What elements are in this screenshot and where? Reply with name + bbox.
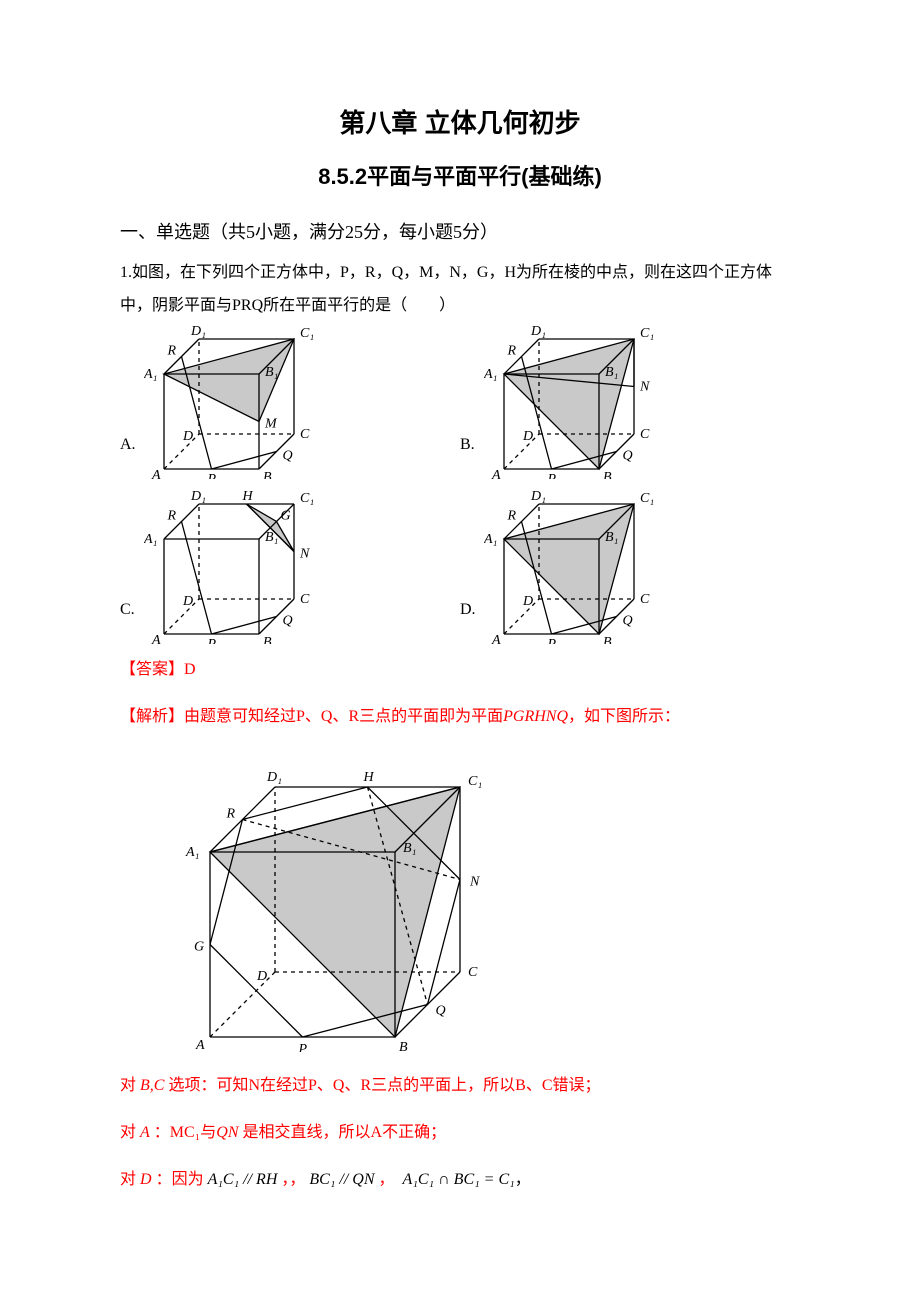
svg-text:M: M — [264, 417, 278, 432]
svg-text:H: H — [242, 489, 254, 504]
svg-text:C₁: C₁ — [640, 491, 654, 506]
svg-text:P: P — [207, 472, 217, 479]
svg-text:B: B — [603, 470, 612, 479]
svg-text:A₁: A₁ — [185, 845, 199, 860]
svg-text:B₁: B₁ — [605, 365, 618, 380]
svg-text:C: C — [300, 427, 310, 442]
svg-text:C: C — [640, 592, 650, 607]
svg-text:D₁: D₁ — [266, 770, 282, 785]
svg-text:Q: Q — [623, 449, 633, 464]
svg-text:A: A — [195, 1038, 205, 1052]
svg-text:A: A — [151, 633, 161, 644]
explain-figure: A B C D A₁ B₁ C₁ D₁ P Q R H N G — [180, 752, 800, 1052]
svg-text:A: A — [151, 468, 161, 479]
svg-text:D: D — [522, 594, 533, 609]
cube-figure-C: A B C D A₁ B₁ C₁ D₁ P Q R H G N — [144, 489, 314, 644]
cube-figure-B: A B C D A₁ B₁ C₁ D₁ P Q R N — [484, 324, 654, 479]
option-C: C. A B C D A₁ B₁ C₁ D₁ P Q R H G N — [120, 489, 460, 644]
svg-text:C₁: C₁ — [640, 326, 654, 341]
svg-text:R: R — [507, 344, 517, 359]
svg-text:N: N — [469, 874, 480, 889]
svg-text:B₁: B₁ — [403, 841, 416, 856]
svg-text:P: P — [547, 637, 557, 644]
svg-text:R: R — [507, 509, 517, 524]
option-label-D: D. — [460, 596, 478, 645]
explain-line-bc: 对 B,C 选项：可知N在经过P、Q、R三点的平面上，所以B、C错误； — [120, 1072, 800, 1101]
svg-text:Q: Q — [283, 449, 293, 464]
svg-text:C₁: C₁ — [300, 491, 314, 506]
svg-text:D₁: D₁ — [530, 324, 546, 339]
svg-text:A: A — [491, 468, 501, 479]
svg-text:H: H — [363, 770, 375, 785]
svg-text:B: B — [263, 635, 272, 644]
option-B: B. A B C D A₁ B₁ C₁ D₁ P Q R N — [460, 324, 800, 479]
option-label-C: C. — [120, 596, 138, 645]
explain-line-a: 对 A ：MC₁与QN 是相交直线，所以A不正确； — [120, 1119, 800, 1148]
svg-text:D: D — [256, 969, 267, 984]
svg-text:N: N — [639, 380, 650, 395]
svg-text:B₁: B₁ — [265, 530, 278, 545]
svg-text:R: R — [167, 344, 177, 359]
svg-text:P: P — [547, 472, 557, 479]
svg-text:B₁: B₁ — [605, 530, 618, 545]
svg-text:A₁: A₁ — [144, 532, 157, 547]
explain-line-1: 【解析】由题意可知经过P、Q、R三点的平面即为平面PGRHNQ，如下图所示： — [120, 703, 800, 732]
svg-text:C: C — [640, 427, 650, 442]
svg-text:G: G — [194, 939, 204, 954]
svg-text:B: B — [603, 635, 612, 644]
option-label-B: B. — [460, 431, 478, 480]
section-heading: 一、单选题（共5小题，满分25分，每小题5分） — [120, 216, 800, 248]
svg-text:C₁: C₁ — [300, 326, 314, 341]
svg-text:P: P — [298, 1042, 308, 1052]
q1-stem-line2: 中，阴影平面与PRQ所在平面平行的是（ ） — [120, 292, 800, 321]
big-cube-figure: A B C D A₁ B₁ C₁ D₁ P Q R H N G — [180, 752, 500, 1052]
svg-text:A₁: A₁ — [484, 532, 497, 547]
svg-text:R: R — [226, 806, 236, 821]
cube-figure-D: A B C D A₁ B₁ C₁ D₁ P Q R — [484, 489, 654, 644]
section-title: 8.5.2平面与平面平行(基础练) — [120, 157, 800, 197]
q1-stem-line1: 1.如图，在下列四个正方体中，P，R，Q，M，N，G，H为所在棱的中点，则在这四… — [120, 259, 800, 288]
option-row-2: C. A B C D A₁ B₁ C₁ D₁ P Q R H G N D. A B C D A₁ B₁ C₁ D₁ P Q R — [120, 489, 800, 644]
option-label-A: A. — [120, 431, 138, 480]
svg-text:D: D — [182, 594, 193, 609]
svg-text:D₁: D₁ — [190, 489, 206, 504]
svg-text:N: N — [299, 547, 310, 562]
svg-text:B: B — [399, 1040, 408, 1052]
svg-text:D: D — [182, 429, 193, 444]
option-row-1: A. A B C D A₁ B₁ C₁ D₁ P Q R M B. A B C D A₁ B₁ C₁ D₁ P Q R N — [120, 324, 800, 479]
svg-text:C: C — [300, 592, 310, 607]
svg-text:D₁: D₁ — [190, 324, 206, 339]
explain-line-d: 对 D ：因为 A₁C₁ // RH ，， BC₁ // QN ， A₁C₁ ∩… — [120, 1166, 800, 1195]
option-A: A. A B C D A₁ B₁ C₁ D₁ P Q R M — [120, 324, 460, 479]
svg-text:C: C — [468, 965, 478, 980]
svg-text:B₁: B₁ — [265, 365, 278, 380]
svg-text:P: P — [207, 637, 217, 644]
svg-text:C₁: C₁ — [468, 774, 482, 789]
option-D: D. A B C D A₁ B₁ C₁ D₁ P Q R — [460, 489, 800, 644]
page: 第八章 立体几何初步 8.5.2平面与平面平行(基础练) 一、单选题（共5小题，… — [0, 0, 920, 1272]
svg-text:Q: Q — [623, 614, 633, 629]
svg-text:A₁: A₁ — [144, 367, 157, 382]
svg-text:A: A — [491, 633, 501, 644]
svg-text:A₁: A₁ — [484, 367, 497, 382]
svg-text:B: B — [263, 470, 272, 479]
svg-text:R: R — [167, 509, 177, 524]
svg-text:D: D — [522, 429, 533, 444]
svg-text:G: G — [281, 509, 291, 524]
svg-text:Q: Q — [283, 614, 293, 629]
answer-line: 【答案】D — [120, 656, 800, 685]
svg-text:Q: Q — [436, 1003, 446, 1018]
chapter-title: 第八章 立体几何初步 — [120, 100, 800, 147]
cube-figure-A: A B C D A₁ B₁ C₁ D₁ P Q R M — [144, 324, 314, 479]
svg-text:D₁: D₁ — [530, 489, 546, 504]
